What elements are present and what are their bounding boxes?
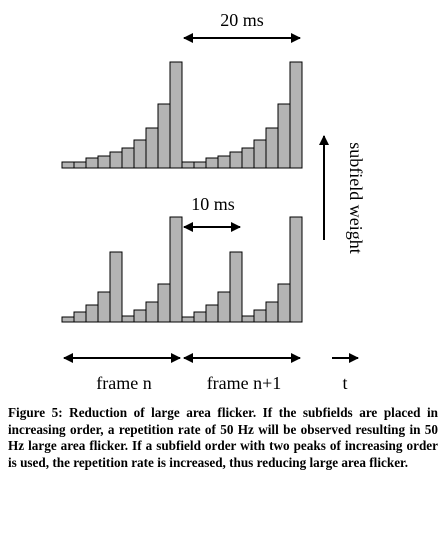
caption: Figure 5: Reduction of large area flicke… (8, 405, 438, 470)
subfield-bar (121, 147, 135, 169)
subfield-bar (229, 151, 243, 169)
frame-label: frame n (96, 373, 151, 393)
subfield-bar (61, 161, 75, 169)
subfield-bar (289, 216, 303, 323)
subfield-bar (217, 155, 231, 169)
subfield-bar (97, 155, 111, 169)
subfield-bar (121, 315, 135, 323)
subfield-bar (145, 301, 159, 323)
time-label: t (342, 373, 347, 393)
axis-label: subfield weight (346, 142, 366, 253)
subfield-bar (181, 316, 195, 323)
subfield-bar (133, 309, 147, 323)
subfield-bar (157, 103, 171, 169)
subfield-bar (169, 216, 183, 323)
subfield-bar (157, 283, 171, 323)
subfield-bar (265, 127, 279, 169)
subfield-bar (193, 311, 207, 323)
subfield-bar (169, 61, 183, 169)
subfield-bar (193, 161, 207, 169)
subfield-bar (85, 157, 99, 169)
subfield-bar (241, 147, 255, 169)
interval-label: 10 ms (191, 194, 235, 214)
subfield-bar (145, 127, 159, 169)
subfield-bar (277, 103, 291, 169)
subfield-bar (217, 291, 231, 323)
subfield-bar (253, 139, 267, 169)
subfield-bar (277, 283, 291, 323)
subfield-bar (241, 315, 255, 323)
subfield-bar (253, 309, 267, 323)
subfield-bar (61, 316, 75, 323)
diagram: 20 ms 10 ms subfield weight frame n fram… (61, 10, 366, 393)
subfield-bar (181, 161, 195, 169)
subfield-bar (85, 304, 99, 323)
subfield-bar (109, 251, 123, 323)
subfield-bar (205, 304, 219, 323)
subfield-bar (97, 291, 111, 323)
subfield-bar (109, 151, 123, 169)
subfield-bar (73, 311, 87, 323)
subfield-bar (133, 139, 147, 169)
subfield-bar (289, 61, 303, 169)
bar-groups (61, 61, 303, 323)
subfield-bar (73, 161, 87, 169)
subfield-bar (265, 301, 279, 323)
subfield-bar (205, 157, 219, 169)
subfield-bar (229, 251, 243, 323)
frame-label: frame n+1 (207, 373, 282, 393)
interval-label: 20 ms (220, 10, 264, 30)
